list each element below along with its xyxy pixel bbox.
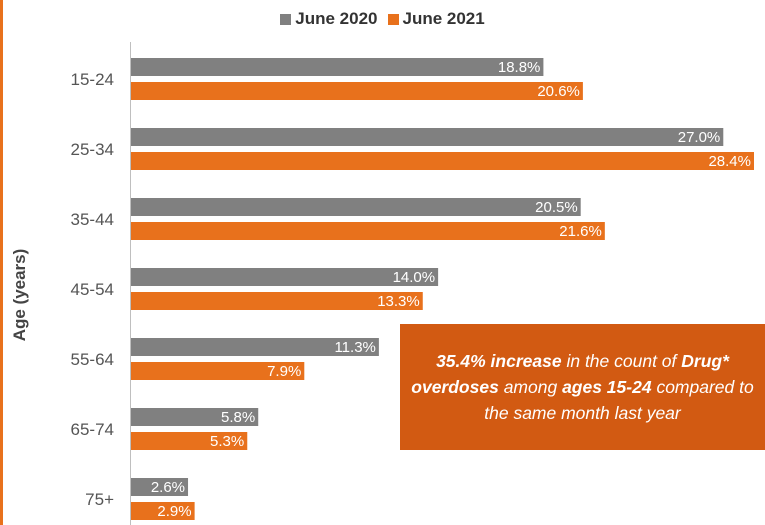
- data-label-june-2021-75+: 2.9%: [157, 503, 191, 520]
- legend-label-june-2021: June 2021: [402, 9, 485, 28]
- legend-item-june-2020: June 2020: [280, 9, 378, 29]
- callout-segment: compared to the same month last year: [484, 377, 754, 423]
- callout-segment: in the count of: [561, 351, 682, 371]
- bar-june-2021-25-34: [131, 152, 754, 170]
- legend-swatch-june-2020: [280, 13, 292, 25]
- bar-june-2020-55-64: [131, 338, 379, 356]
- callout-segment: Drug* overdoses: [411, 351, 729, 397]
- data-label-june-2021-15-24: 20.6%: [537, 83, 580, 100]
- callout-segment: 35.4% increase: [436, 351, 562, 371]
- callout-box: 35.4% increase in the count of Drug* ove…: [400, 324, 765, 450]
- data-label-june-2020-75+: 2.6%: [151, 479, 185, 496]
- data-label-june-2020-25-34: 27.0%: [678, 129, 721, 146]
- bar-june-2020-65-74: [131, 408, 259, 426]
- data-label-june-2021-25-34: 28.4%: [708, 153, 751, 170]
- data-label-june-2020-65-74: 5.8%: [221, 409, 255, 426]
- data-label-june-2020-45-54: 14.0%: [393, 269, 436, 286]
- category-label-25-34: 25-34: [71, 140, 114, 159]
- callout-segment: ages 15-24: [562, 377, 652, 397]
- data-label-june-2020-55-64: 11.3%: [334, 339, 375, 356]
- data-label-june-2021-65-74: 5.3%: [210, 433, 244, 450]
- category-label-55-64: 55-64: [71, 350, 114, 369]
- legend: June 2020 June 2021: [0, 9, 765, 29]
- accent-stripe: [0, 0, 3, 525]
- category-label-65-74: 65-74: [71, 420, 114, 439]
- bar-june-2020-25-34: [131, 128, 724, 146]
- category-label-35-44: 35-44: [71, 210, 114, 229]
- bar-june-2021-55-64: [131, 362, 305, 380]
- legend-label-june-2020: June 2020: [295, 9, 378, 28]
- bar-june-2020-45-54: [131, 268, 439, 286]
- legend-swatch-june-2021: [387, 13, 399, 25]
- bar-june-2021-75+: [131, 502, 195, 520]
- bar-june-2020-75+: [131, 478, 189, 496]
- bar-june-2020-15-24: [131, 58, 544, 76]
- bar-june-2021-35-44: [131, 222, 605, 240]
- bar-june-2021-15-24: [131, 82, 583, 100]
- data-label-june-2020-35-44: 20.5%: [535, 199, 578, 216]
- bar-june-2021-65-74: [131, 432, 248, 450]
- category-label-45-54: 45-54: [71, 280, 114, 299]
- data-label-june-2020-15-24: 18.8%: [498, 59, 541, 76]
- data-label-june-2021-55-64: 7.9%: [267, 363, 301, 380]
- callout-segment: among: [498, 377, 563, 397]
- callout-text: 35.4% increase in the count of Drug* ove…: [406, 348, 759, 426]
- bar-june-2021-45-54: [131, 292, 423, 310]
- legend-item-june-2021: June 2021: [387, 9, 485, 29]
- bar-june-2020-35-44: [131, 198, 581, 216]
- category-label-15-24: 15-24: [71, 70, 114, 89]
- category-label-75+: 75+: [85, 490, 114, 509]
- data-label-june-2021-35-44: 21.6%: [559, 223, 602, 240]
- data-label-june-2021-45-54: 13.3%: [377, 293, 420, 310]
